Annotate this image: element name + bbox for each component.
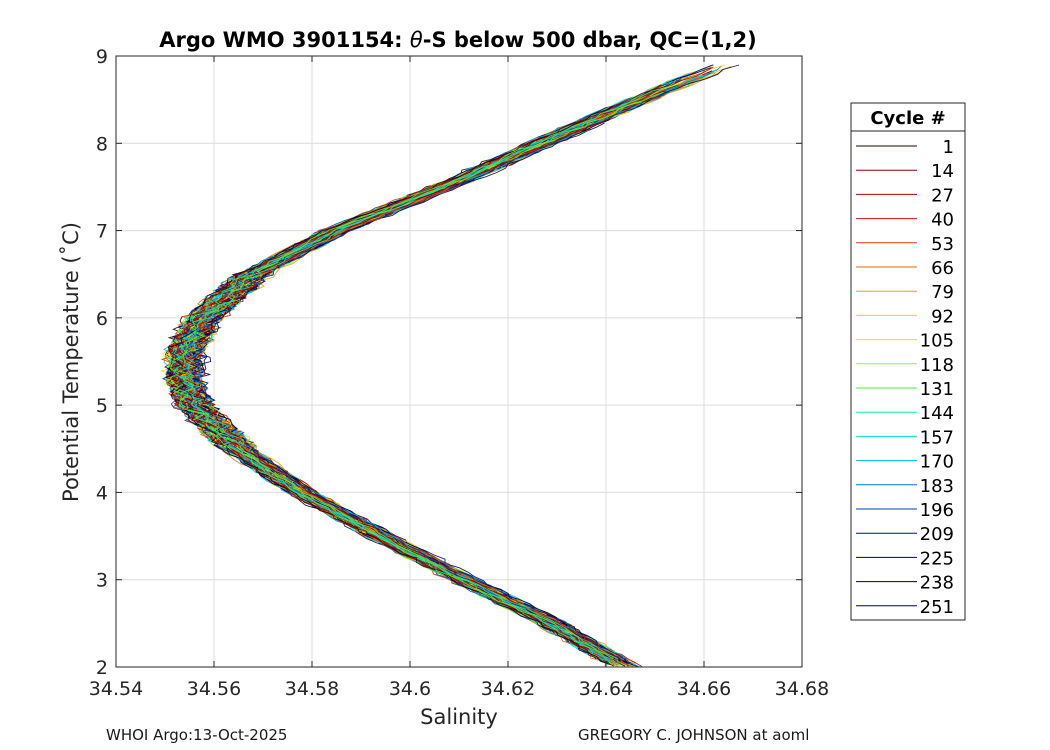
profile-line (173, 97, 637, 662)
legend-entry: 131 (856, 379, 954, 400)
legend-title: Cycle # (870, 108, 945, 129)
footer-left: WHOI Argo:13-Oct-2025 (106, 726, 287, 744)
legend-label: 131 (920, 379, 954, 400)
plot-frame (115, 55, 803, 668)
y-tick-label: 8 (96, 133, 108, 155)
legend-entry: 251 (856, 597, 954, 618)
legend-entry: 225 (856, 548, 954, 569)
legend-label: 183 (920, 476, 954, 497)
x-tick-label: 34.54 (89, 678, 143, 700)
y-tick-label: 4 (96, 482, 108, 504)
legend-label: 27 (931, 185, 954, 206)
legend-entry: 53 (856, 234, 954, 255)
legend-label: 170 (920, 452, 954, 473)
y-tick-label: 3 (96, 570, 108, 592)
x-tick-label: 34.66 (677, 678, 731, 700)
legend-entry: 209 (856, 524, 954, 545)
legend-entry: 27 (856, 185, 954, 206)
legend: Cycle # 1 14 27 40 53 66 79 92 105 118 131 144 157 17… (850, 102, 966, 621)
x-tick-label: 34.56 (187, 678, 241, 700)
legend-entry: 183 (856, 476, 954, 497)
x-tick-label: 34.6 (389, 678, 431, 700)
legend-box (850, 102, 966, 621)
x-tick-label: 34.68 (775, 678, 829, 700)
legend-label: 66 (931, 258, 954, 279)
chart-title: Argo WMO 3901154: θ-S below 500 dbar, QC… (159, 28, 756, 52)
legend-entry: 66 (856, 258, 954, 279)
profile-line (169, 81, 676, 665)
legend-entries: 1 14 27 40 53 66 79 92 105 118 131 144 157 170 183 196 2… (856, 137, 954, 618)
legend-entry: 144 (856, 403, 954, 424)
legend-entry: 238 (856, 573, 954, 594)
legend-entry: 157 (856, 427, 954, 448)
y-tick-label: 5 (96, 395, 108, 417)
x-tick-label: 34.64 (579, 678, 633, 700)
legend-entry: 196 (856, 500, 954, 521)
y-tick-label: 7 (96, 221, 108, 243)
legend-entry: 40 (856, 210, 954, 231)
legend-label: 105 (920, 331, 954, 352)
footer-right: GREGORY C. JOHNSON at aoml (578, 726, 809, 744)
legend-entry: 14 (856, 161, 954, 182)
profile-line (169, 84, 664, 663)
legend-entry: 170 (856, 452, 954, 473)
legend-label: 53 (931, 234, 954, 255)
legend-label: 79 (931, 282, 954, 303)
y-tick-label: 6 (96, 308, 108, 330)
legend-label: 157 (920, 427, 954, 448)
legend-label: 1 (943, 137, 954, 158)
profile-line (184, 90, 667, 660)
y-tick-label: 2 (96, 657, 108, 679)
profile-line (163, 105, 614, 666)
legend-label: 118 (920, 355, 954, 376)
x-tick-label: 34.58 (285, 678, 339, 700)
legend-label: 251 (920, 597, 954, 618)
profile-line (177, 91, 664, 660)
legend-label: 238 (920, 573, 954, 594)
legend-entry: 79 (856, 282, 954, 303)
legend-entry: 105 (856, 331, 954, 352)
legend-label: 92 (931, 306, 954, 327)
legend-label: 209 (920, 524, 954, 545)
y-tick-label: 9 (96, 46, 108, 68)
profile-line (167, 84, 662, 660)
x-tick-label: 34.62 (481, 678, 535, 700)
legend-label: 14 (931, 161, 954, 182)
legend-label: 196 (920, 500, 954, 521)
plot-area (116, 56, 802, 667)
axis-ticks: 34.54 34.56 34.58 34.6 34.62 34.64 34.66 34.68 2… (89, 46, 829, 700)
legend-label: 144 (920, 403, 954, 424)
legend-label: 225 (920, 548, 954, 569)
x-axis-label: Salinity (420, 705, 498, 729)
legend-entry: 118 (856, 355, 954, 376)
profile-line (183, 91, 670, 660)
profile-lines (159, 64, 740, 667)
legend-entry: 92 (856, 306, 954, 327)
y-axis-label: Potential Temperature (˚C) (59, 222, 83, 502)
legend-label: 40 (931, 210, 954, 231)
legend-entry: 1 (856, 137, 954, 158)
